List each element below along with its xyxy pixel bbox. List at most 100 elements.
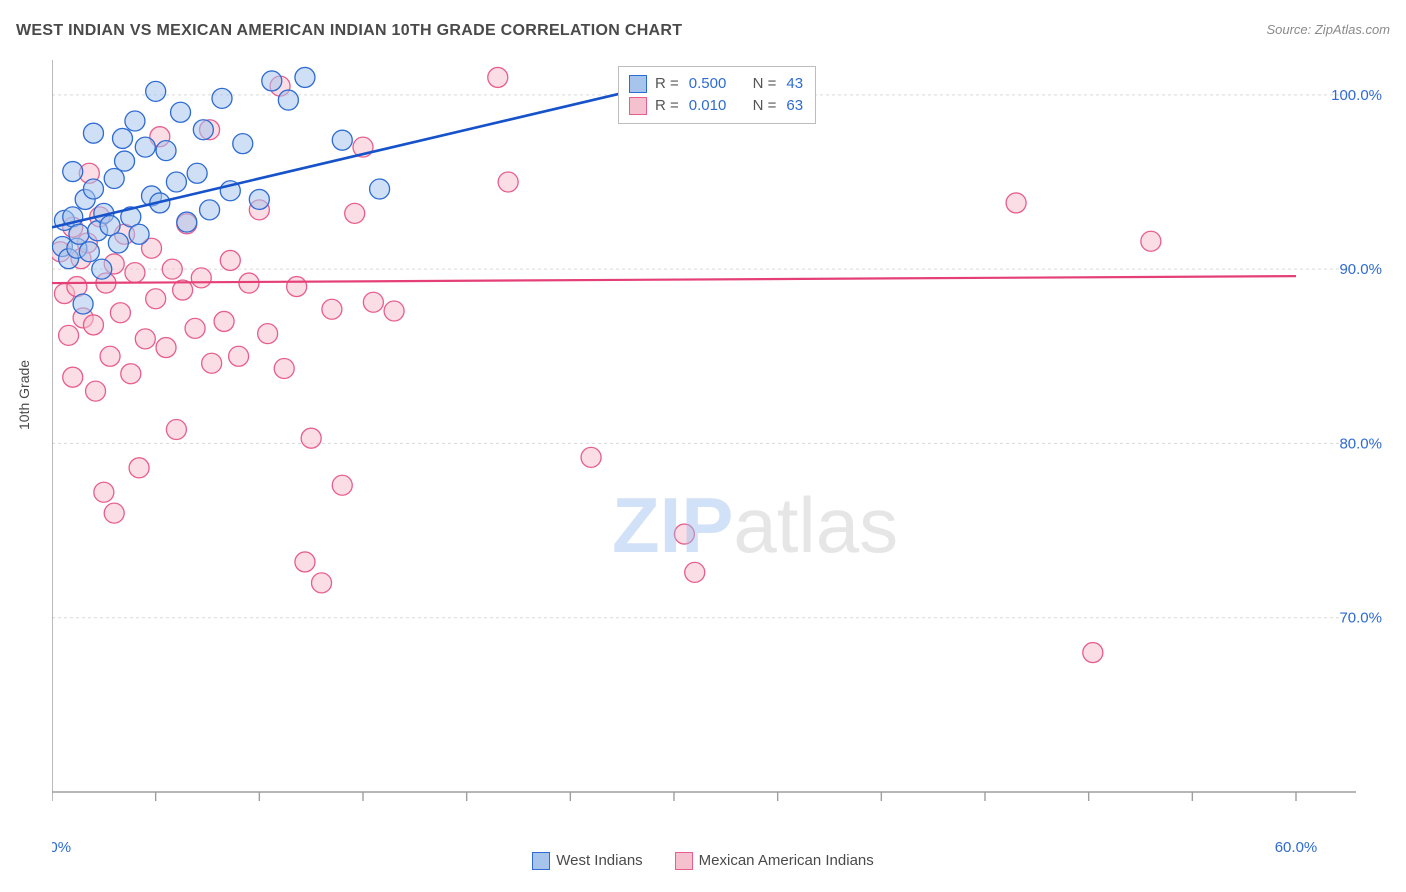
scatter-point <box>1141 231 1161 251</box>
scatter-point <box>83 123 103 143</box>
scatter-point <box>322 299 342 319</box>
scatter-point <box>104 169 124 189</box>
scatter-point <box>146 81 166 101</box>
legend-r-value: 0.010 <box>689 95 727 117</box>
legend-n-value: 43 <box>786 73 803 95</box>
legend-n-label: N = <box>753 73 777 95</box>
scatter-point <box>83 179 103 199</box>
scatter-point <box>166 172 186 192</box>
trend-line <box>52 276 1296 283</box>
scatter-point <box>212 88 232 108</box>
legend-stats-box: R = 0.500 N = 43 R = 0.010 N = 63 <box>618 66 816 124</box>
scatter-point <box>94 482 114 502</box>
scatter-point <box>488 67 508 87</box>
bottom-legend-item: Mexican American Indians <box>675 852 874 869</box>
chart-title: WEST INDIAN VS MEXICAN AMERICAN INDIAN 1… <box>16 22 682 39</box>
scatter-point <box>498 172 518 192</box>
scatter-point <box>581 447 601 467</box>
scatter-point <box>202 353 222 373</box>
scatter-point <box>63 162 83 182</box>
scatter-point <box>185 318 205 338</box>
scatter-point <box>258 324 278 344</box>
legend-n-value: 63 <box>786 95 803 117</box>
legend-label: West Indians <box>556 852 642 869</box>
svg-text:100.0%: 100.0% <box>1331 87 1382 104</box>
scatter-point <box>278 90 298 110</box>
scatter-point <box>112 128 132 148</box>
scatter-point <box>332 130 352 150</box>
legend-r-label: R = <box>655 73 679 95</box>
scatter-point <box>110 303 130 323</box>
legend-swatch <box>629 75 647 93</box>
scatter-point <box>177 212 197 232</box>
source-label: Source: ZipAtlas.com <box>1266 22 1390 37</box>
scatter-point <box>301 428 321 448</box>
scatter-point <box>79 242 99 262</box>
chart-area: 70.0%80.0%90.0%100.0%0.0%60.0% ZIPatlas … <box>52 60 1390 828</box>
scatter-point <box>674 524 694 544</box>
scatter-point <box>115 151 135 171</box>
scatter-point <box>345 203 365 223</box>
scatter-point <box>191 268 211 288</box>
svg-text:70.0%: 70.0% <box>1339 610 1382 627</box>
scatter-point <box>63 367 83 387</box>
scatter-point <box>121 364 141 384</box>
legend-swatch <box>675 852 693 870</box>
scatter-point <box>104 503 124 523</box>
scatter-point <box>146 289 166 309</box>
legend-label: Mexican American Indians <box>699 852 874 869</box>
scatter-point <box>312 573 332 593</box>
scatter-point <box>685 562 705 582</box>
scatter-point <box>193 120 213 140</box>
y-axis-label: 10th Grade <box>16 360 32 430</box>
legend-stats-row: R = 0.500 N = 43 <box>629 73 805 95</box>
scatter-point <box>166 419 186 439</box>
legend-swatch <box>532 852 550 870</box>
scatter-point <box>214 311 234 331</box>
scatter-point <box>129 224 149 244</box>
scatter-point <box>233 134 253 154</box>
scatter-point <box>83 315 103 335</box>
scatter-point <box>220 250 240 270</box>
scatter-point <box>370 179 390 199</box>
scatter-point <box>363 292 383 312</box>
legend-stats-row: R = 0.010 N = 63 <box>629 95 805 117</box>
scatter-point <box>100 346 120 366</box>
legend-r-label: R = <box>655 95 679 117</box>
svg-text:90.0%: 90.0% <box>1339 261 1382 278</box>
scatter-plot: 70.0%80.0%90.0%100.0%0.0%60.0% <box>52 60 1390 860</box>
scatter-point <box>187 163 207 183</box>
scatter-point <box>200 200 220 220</box>
legend-r-value: 0.500 <box>689 73 727 95</box>
scatter-point <box>125 263 145 283</box>
scatter-point <box>108 233 128 253</box>
scatter-point <box>295 552 315 572</box>
bottom-legend-item: West Indians <box>532 852 642 869</box>
scatter-point <box>171 102 191 122</box>
scatter-point <box>86 381 106 401</box>
scatter-point <box>156 141 176 161</box>
scatter-point <box>332 475 352 495</box>
scatter-point <box>59 325 79 345</box>
scatter-point <box>92 259 112 279</box>
scatter-point <box>156 338 176 358</box>
scatter-point <box>129 458 149 478</box>
svg-text:80.0%: 80.0% <box>1339 435 1382 452</box>
scatter-point <box>135 137 155 157</box>
scatter-point <box>1083 643 1103 663</box>
legend-n-label: N = <box>753 95 777 117</box>
scatter-point <box>384 301 404 321</box>
scatter-point <box>135 329 155 349</box>
scatter-point <box>229 346 249 366</box>
scatter-point <box>249 189 269 209</box>
scatter-point <box>295 67 315 87</box>
scatter-point <box>69 224 89 244</box>
scatter-point <box>274 358 294 378</box>
scatter-point <box>287 277 307 297</box>
bottom-legend: West Indians Mexican American Indians <box>0 852 1406 870</box>
scatter-point <box>262 71 282 91</box>
legend-swatch <box>629 97 647 115</box>
scatter-point <box>1006 193 1026 213</box>
scatter-point <box>125 111 145 131</box>
scatter-point <box>162 259 182 279</box>
